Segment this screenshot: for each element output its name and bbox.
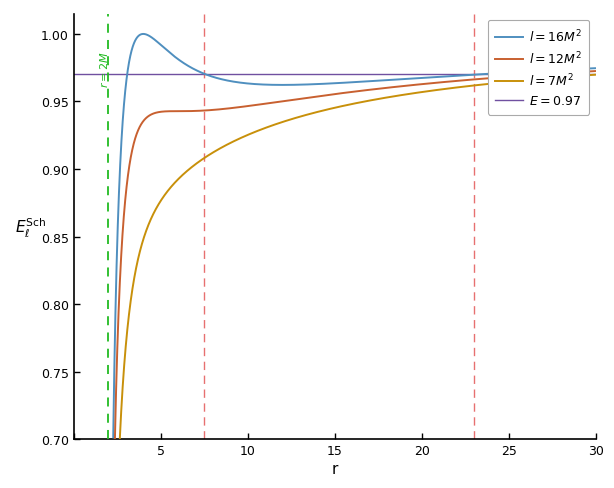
Line: $l = 12M^2$: $l = 12M^2$ [115,72,596,439]
$l = 16M^2$ [134,35,141,41]
Legend: $l = 16M^2$, $l = 12M^2$, $l = 7M^2$, $E = 0.97$: $l = 16M^2$, $l = 12M^2$, $l = 7M^2$, $E… [488,21,589,115]
$l = 7M^2$ [134,259,141,264]
$l = 12M^2$ [566,70,573,76]
$l = 7M^2$ [125,315,133,321]
$l = 12M^2$ [134,129,141,135]
$l = 7M^2$ [343,103,351,109]
Line: $l = 7M^2$: $l = 7M^2$ [120,76,596,439]
$l = 7M^2$ [200,156,208,162]
$l = 16M^2$ [566,67,573,73]
$l = 7M^2$ [592,73,599,79]
$l = 12M^2$ [200,108,208,114]
Text: $E_\ell^{\rm Sch}$: $E_\ell^{\rm Sch}$ [15,216,46,239]
$l = 16M^2$ [200,72,208,78]
$l = 12M^2$ [125,168,133,174]
X-axis label: r: r [332,461,338,476]
$l = 12M^2$ [592,69,599,75]
Text: $r = 2M$: $r = 2M$ [98,51,110,87]
$l = 16M^2$ [343,81,351,86]
$l = 7M^2$ [566,75,573,81]
Line: $l = 16M^2$: $l = 16M^2$ [113,35,596,438]
$l = 16M^2$ [125,62,133,68]
$l = 12M^2$ [343,90,351,96]
$l = 16M^2$ [592,66,599,72]
$E = 0.97$ [70,72,77,78]
$E = 0.97$ [87,72,95,78]
